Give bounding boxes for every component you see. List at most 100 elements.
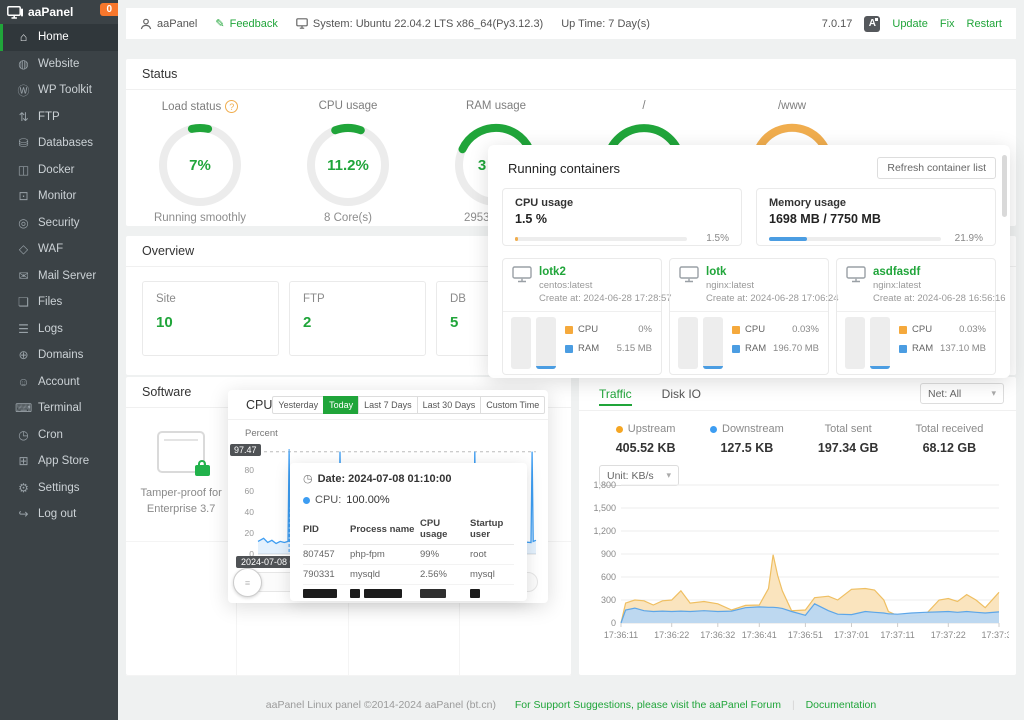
cpu-chart-slider-handle[interactable]: ≡ bbox=[233, 568, 262, 597]
sidebar-item-ftp[interactable]: ⇅ FTP bbox=[0, 104, 118, 131]
redaction-bar bbox=[364, 589, 402, 598]
tooltip-date-row: ◷ Date: 2024-07-08 01:10:00 bbox=[303, 472, 514, 486]
chevron-down-icon: ▾ bbox=[666, 470, 671, 480]
cpu-usage-pct: 1.5% bbox=[706, 233, 729, 244]
sidebar-item-monitor[interactable]: ⊡ Monitor bbox=[0, 183, 118, 210]
terminal-icon: ⌨ bbox=[15, 401, 33, 416]
svg-text:17:37:11: 17:37:11 bbox=[880, 630, 914, 640]
sidebar-item-mail-server[interactable]: ✉ Mail Server bbox=[0, 263, 118, 290]
cpu-tab-custom-time[interactable]: Custom Time bbox=[480, 395, 546, 414]
sidebar-item-app-store[interactable]: ⊞ App Store bbox=[0, 448, 118, 475]
container-ram-value: 196.70 MB bbox=[773, 343, 819, 354]
svg-text:20: 20 bbox=[245, 528, 255, 538]
sidebar-item-cron[interactable]: ◷ Cron bbox=[0, 422, 118, 449]
process-cell: 807457 bbox=[303, 549, 335, 560]
containers-usage-row: CPU usage 1.5 % 1.5% Memory usage 1698 M… bbox=[488, 188, 1010, 246]
legend-cpu-row: CPU 0% bbox=[565, 324, 652, 335]
tooltip-cpu-label: CPU: bbox=[315, 494, 342, 506]
sidebar-item-label: Terminal bbox=[38, 402, 82, 415]
help-icon[interactable]: ? bbox=[225, 100, 239, 113]
overview-card-ftp[interactable]: FTP 2 bbox=[289, 281, 426, 356]
svg-text:17:37:01: 17:37:01 bbox=[834, 630, 869, 640]
update-button[interactable]: Update bbox=[892, 17, 928, 30]
container-card-asdfasdf[interactable]: asdfasdf nginx:latest Create at: 2024-06-2… bbox=[836, 258, 1006, 375]
unit-select[interactable]: Unit: KB/s ▾ bbox=[599, 465, 679, 486]
restart-button[interactable]: Restart bbox=[966, 17, 1002, 30]
chevron-down-icon: ▾ bbox=[991, 388, 996, 398]
sidebar-item-label: FTP bbox=[38, 110, 60, 123]
traffic-stat-label: Downstream bbox=[696, 423, 797, 435]
topbar-right: 7.0.17 A Update Fix Restart bbox=[821, 15, 1002, 32]
redacted-cell bbox=[420, 589, 470, 598]
container-card-lotk2[interactable]: lotk2 centos:latest Create at: 2024-06-28 … bbox=[502, 258, 672, 375]
cpu-tab-today[interactable]: Today bbox=[323, 395, 360, 414]
legend-ram-label: RAM bbox=[912, 343, 934, 354]
sidebar-item-wp-toolkit[interactable]: Ⓦ WP Toolkit bbox=[0, 77, 118, 104]
version-label: 7.0.17 bbox=[821, 17, 853, 30]
traffic-panel: Traffic Disk IO Net: All ▾ Upstream 405.52… bbox=[579, 377, 1017, 675]
net-select-value: Net: All bbox=[928, 387, 962, 400]
container-created: Create at: 2024-06-28 16:56:16 bbox=[873, 293, 1006, 304]
scrollbar-thumb[interactable] bbox=[1002, 155, 1007, 217]
user-menu[interactable]: aaPanel bbox=[140, 18, 197, 30]
sidebar-item-account[interactable]: ☺ Account bbox=[0, 369, 118, 396]
cpu-tab-yesterday[interactable]: Yesterday bbox=[272, 395, 325, 414]
gauge-value: 3 bbox=[477, 156, 487, 174]
container-legend: CPU 0.03% RAM 196.70 MB bbox=[732, 324, 819, 362]
cpu-usage-bar: 1.5% bbox=[515, 233, 729, 244]
sidebar-item-databases[interactable]: ⛁ Databases bbox=[0, 130, 118, 157]
sidebar-item-waf[interactable]: ◇ WAF bbox=[0, 236, 118, 263]
sidebar-item-log-out[interactable]: ↪ Log out bbox=[0, 501, 118, 528]
gauge-sub: 2953 / bbox=[464, 212, 496, 224]
tab-disk-io[interactable]: Disk IO bbox=[661, 386, 702, 401]
net-select[interactable]: Net: All ▾ bbox=[920, 383, 1004, 404]
redaction-bar bbox=[350, 589, 360, 598]
cpu-max-badge: 97.47 bbox=[230, 444, 261, 456]
topbar-actions: Update Fix Restart bbox=[892, 18, 1002, 30]
traffic-stat-value: 127.5 KB bbox=[720, 441, 774, 455]
container-card-lotk[interactable]: lotk nginx:latest Create at: 2024-06-28 17… bbox=[669, 258, 839, 375]
stat-label-text: Upstream bbox=[627, 423, 676, 435]
account-icon: ☺ bbox=[17, 374, 30, 389]
upstream-dot bbox=[615, 425, 623, 433]
cpu-tab-last-30-days[interactable]: Last 30 Days bbox=[416, 395, 482, 414]
sidebar-item-label: Docker bbox=[38, 163, 75, 176]
svg-text:0: 0 bbox=[611, 618, 616, 628]
legend-cpu-row: CPU 0.03% bbox=[732, 324, 819, 335]
overview-card-site[interactable]: Site 10 bbox=[142, 281, 279, 356]
sidebar-item-home[interactable]: ⌂ Home bbox=[0, 24, 118, 51]
tab-traffic[interactable]: Traffic bbox=[599, 377, 632, 410]
memory-usage-value: 1698 MB / 7750 MB bbox=[769, 212, 881, 226]
container-card-body: CPU 0.03% RAM 137.10 MB bbox=[837, 312, 995, 374]
sidebar-item-logs[interactable]: ☰ Logs bbox=[0, 316, 118, 343]
fix-button[interactable]: Fix bbox=[939, 17, 955, 30]
sidebar-item-docker[interactable]: ◫ Docker bbox=[0, 157, 118, 184]
feedback-link[interactable]: ✎ Feedback bbox=[215, 17, 278, 31]
sidebar-item-files[interactable]: ❏ Files bbox=[0, 289, 118, 316]
svg-text:1,200: 1,200 bbox=[593, 526, 616, 536]
container-ram-value: 137.10 MB bbox=[940, 343, 986, 354]
software-item-tamper-proof[interactable]: Tamper-proof for Enterprise 3.7 bbox=[126, 408, 238, 542]
feedback-label: Feedback bbox=[229, 17, 278, 30]
security-icon: ◎ bbox=[18, 215, 29, 230]
sidebar-item-domains[interactable]: ⊕ Domains bbox=[0, 342, 118, 369]
refresh-container-list-button[interactable]: Refresh container list bbox=[877, 157, 996, 179]
footer-docs-link[interactable]: Documentation bbox=[805, 699, 877, 711]
sidebar-item-security[interactable]: ◎ Security bbox=[0, 210, 118, 237]
language-icon[interactable]: A bbox=[864, 15, 881, 32]
cpu-tab-last-7-days[interactable]: Last 7 Days bbox=[358, 395, 418, 414]
sidebar-item-website[interactable]: ◍ Website bbox=[0, 51, 118, 78]
footer-forum-link[interactable]: For Support Suggestions, please visit th… bbox=[514, 699, 782, 711]
system-icon bbox=[296, 18, 308, 29]
gauge-sub: 8 Core(s) bbox=[324, 212, 372, 224]
notification-badge[interactable]: 0 bbox=[100, 3, 118, 16]
overview-card-value: 2 bbox=[303, 314, 312, 331]
sidebar-item-settings[interactable]: ⚙ Settings bbox=[0, 475, 118, 502]
monitor-icon bbox=[679, 266, 699, 304]
footer-separator: | bbox=[791, 699, 795, 711]
container-cpu-bar bbox=[511, 317, 531, 369]
sidebar-item-terminal[interactable]: ⌨ Terminal bbox=[0, 395, 118, 422]
traffic-tabs: Traffic Disk IO Net: All ▾ bbox=[579, 377, 1016, 411]
cpu-x-axis-badge: 2024-07-08 0 bbox=[236, 556, 300, 568]
